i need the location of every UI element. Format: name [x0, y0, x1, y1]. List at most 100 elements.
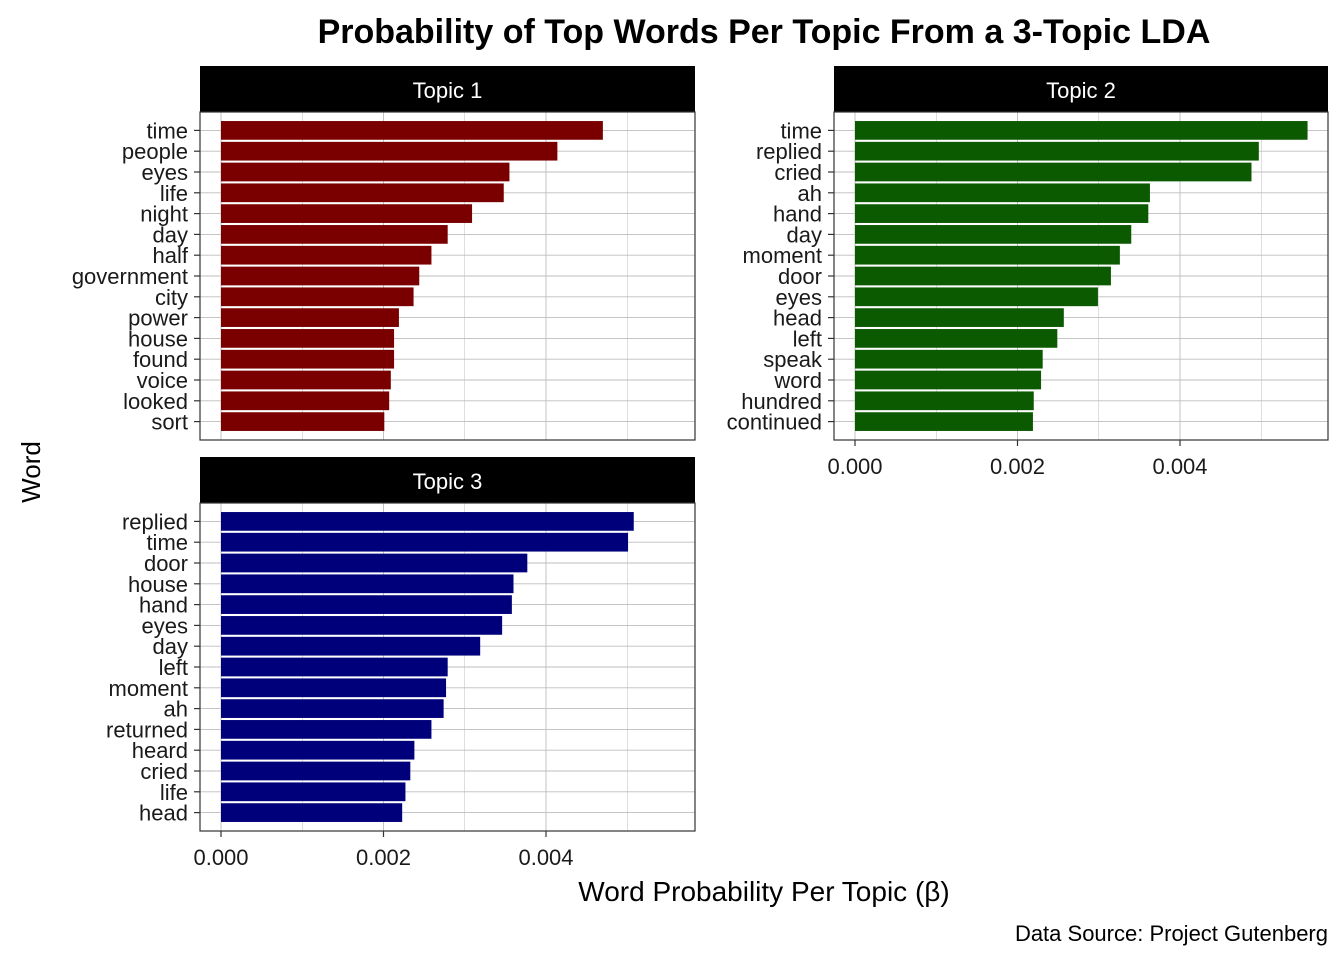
- y-tick-label: moment: [743, 243, 822, 268]
- x-tick-label: 0.000: [193, 845, 248, 870]
- facet-strip-label: Topic 2: [1046, 78, 1116, 103]
- y-tick-label: speak: [763, 347, 823, 372]
- bar-head: [221, 803, 403, 822]
- y-tick-label: eyes: [142, 613, 188, 638]
- facet-panel-1: Topic 1 timepeopleeyeslifenightdayhalfgov…: [72, 66, 696, 441]
- bar-government: [221, 266, 420, 286]
- x-tick-label: 0.004: [1152, 454, 1207, 479]
- bar-night: [221, 204, 473, 223]
- bar-word: [855, 370, 1042, 390]
- y-tick-label: city: [155, 285, 188, 310]
- y-tick-label: left: [159, 655, 188, 680]
- y-tick-label: life: [160, 181, 188, 206]
- y-tick-label: found: [133, 347, 188, 372]
- caption: Data Source: Project Gutenberg: [1015, 921, 1328, 946]
- y-tick-label: left: [793, 326, 822, 351]
- bar-replied: [221, 512, 634, 531]
- y-tick-label: looked: [123, 389, 188, 414]
- facet-strip: [200, 66, 695, 112]
- y-tick-label: door: [144, 551, 188, 576]
- y-tick-label: moment: [109, 676, 188, 701]
- bar-hand: [221, 595, 512, 614]
- bar-speak: [855, 349, 1043, 369]
- y-tick-label: ah: [798, 181, 822, 206]
- y-tick-label: voice: [137, 368, 188, 393]
- y-tick-label: hundred: [741, 389, 822, 414]
- bar-heard: [221, 740, 415, 760]
- y-tick-label: day: [153, 222, 188, 247]
- facet-strip-label: Topic 1: [413, 78, 483, 103]
- bar-looked: [221, 391, 390, 411]
- y-tick-label: ah: [164, 697, 188, 722]
- y-tick-label: cried: [140, 759, 188, 784]
- y-tick-label: half: [153, 243, 189, 268]
- bar-life: [221, 183, 504, 203]
- y-axis-title: Word: [16, 441, 46, 503]
- x-tick-label: 0.004: [518, 845, 573, 870]
- y-tick-label: eyes: [142, 160, 188, 185]
- bar-power: [221, 308, 399, 327]
- bar-time: [221, 532, 629, 552]
- y-tick-label: night: [140, 202, 188, 227]
- x-tick-label: 0.002: [990, 454, 1045, 479]
- bar-replied: [855, 141, 1259, 161]
- y-tick-label: government: [72, 264, 188, 289]
- bar-door: [855, 266, 1111, 286]
- bar-time: [855, 121, 1308, 140]
- bar-life: [221, 782, 406, 802]
- bar-half: [221, 245, 432, 265]
- y-tick-label: heard: [132, 738, 188, 763]
- bar-hand: [855, 204, 1149, 223]
- facet-strip: [200, 457, 695, 503]
- y-tick-label: time: [780, 118, 822, 143]
- y-tick-label: house: [128, 572, 188, 597]
- bar-moment: [855, 245, 1120, 265]
- y-tick-label: continued: [727, 410, 822, 435]
- y-tick-label: house: [128, 326, 188, 351]
- bar-head: [855, 308, 1064, 327]
- bar-returned: [221, 720, 432, 739]
- y-tick-label: head: [139, 801, 188, 826]
- bar-sort: [221, 412, 385, 431]
- bar-time: [221, 121, 603, 140]
- facet-strip: [834, 66, 1328, 112]
- y-tick-label: hand: [773, 202, 822, 227]
- y-tick-label: door: [778, 264, 822, 289]
- x-tick-label: 0.000: [827, 454, 882, 479]
- y-tick-label: time: [146, 530, 188, 555]
- y-tick-label: people: [122, 139, 188, 164]
- bar-cried: [855, 162, 1252, 182]
- bar-eyes: [221, 616, 503, 635]
- chart-title: Probability of Top Words Per Topic From …: [318, 13, 1211, 51]
- bar-day: [855, 225, 1132, 244]
- bar-people: [221, 141, 558, 161]
- bar-house: [221, 329, 395, 348]
- bar-house: [221, 574, 514, 594]
- y-tick-label: day: [787, 222, 822, 247]
- y-tick-label: hand: [139, 593, 188, 618]
- y-tick-label: sort: [151, 410, 188, 435]
- y-tick-label: replied: [756, 139, 822, 164]
- bar-cried: [221, 761, 411, 781]
- facet-panel-3: Topic 3 repliedtimedoorhousehandeyesdayle…: [106, 457, 696, 870]
- y-tick-label: eyes: [776, 285, 822, 310]
- bar-voice: [221, 370, 391, 390]
- y-tick-label: time: [146, 118, 188, 143]
- bar-hundred: [855, 391, 1034, 411]
- x-tick-label: 0.002: [356, 845, 411, 870]
- x-axis-title: Word Probability Per Topic (β): [578, 876, 949, 907]
- bar-eyes: [221, 162, 510, 182]
- bar-door: [221, 553, 528, 573]
- facet-panel-2: Topic 2 timerepliedcriedahhanddaymomentdo…: [727, 66, 1329, 479]
- bar-day: [221, 636, 481, 656]
- y-tick-label: life: [160, 780, 188, 805]
- y-tick-label: day: [153, 634, 188, 659]
- y-tick-label: replied: [122, 509, 188, 534]
- bar-day: [221, 225, 448, 244]
- y-tick-label: word: [773, 368, 822, 393]
- bar-city: [221, 287, 414, 307]
- y-tick-label: power: [128, 306, 188, 331]
- bar-eyes: [855, 287, 1098, 307]
